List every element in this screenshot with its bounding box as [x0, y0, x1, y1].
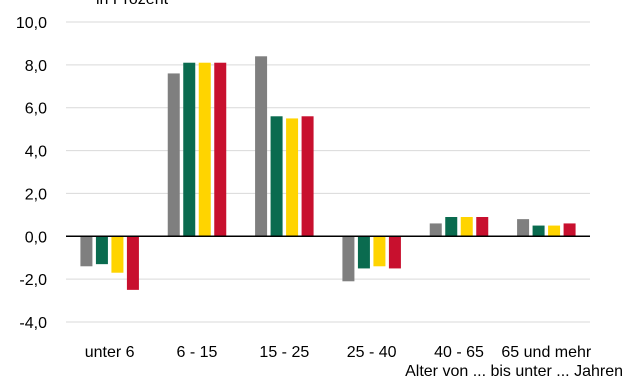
- x-tick-label: 65 und mehr: [501, 344, 592, 361]
- bar: [342, 236, 355, 282]
- y-tick-label: 6,0: [25, 101, 47, 118]
- bars: [80, 56, 576, 290]
- x-tick-label: 15 - 25: [259, 344, 309, 361]
- y-tick-label: 0,0: [25, 229, 47, 246]
- x-axis-label: Alter von ... bis unter ... Jahren: [405, 363, 623, 380]
- gridlines: [66, 21, 590, 323]
- bar: [548, 225, 561, 237]
- bar: [286, 118, 299, 237]
- y-tick-label: -4,0: [19, 315, 47, 332]
- bar: [373, 236, 386, 267]
- bar: [198, 62, 211, 237]
- bar: [301, 116, 314, 237]
- bar: [95, 236, 108, 265]
- bar: [126, 236, 139, 290]
- x-tick-label: unter 6: [85, 344, 135, 361]
- y-tick-label: 2,0: [25, 186, 47, 203]
- bar: [517, 219, 530, 237]
- x-tick-label: 6 - 15: [177, 344, 218, 361]
- bar: [532, 225, 545, 237]
- bar: [445, 217, 458, 237]
- bar: [460, 217, 473, 237]
- bar: [255, 56, 268, 237]
- x-tick-label: 25 - 40: [347, 344, 397, 361]
- bar: [357, 236, 370, 269]
- chart-title: in Prozent: [96, 0, 169, 8]
- y-axis-ticks: 10,0 8,0 6,0 4,0 2,0 0,0 -2,0 -4,0: [16, 15, 47, 332]
- y-tick-label: -2,0: [19, 272, 47, 289]
- bar: [167, 73, 180, 237]
- x-axis-ticks: unter 6 6 - 15 15 - 25 25 - 40 40 - 65 65 und…: [85, 344, 592, 361]
- y-tick-label: 4,0: [25, 144, 47, 161]
- bar: [388, 236, 401, 269]
- bar: [270, 116, 283, 237]
- bar: [429, 223, 442, 237]
- bar: [80, 236, 93, 267]
- y-tick-label: 8,0: [25, 58, 47, 75]
- y-tick-label: 10,0: [16, 15, 47, 32]
- bar: [214, 62, 227, 237]
- bar: [183, 62, 196, 237]
- bar: [476, 217, 489, 237]
- bar: [563, 223, 576, 237]
- bar: [111, 236, 124, 273]
- x-tick-label: 40 - 65: [434, 344, 484, 361]
